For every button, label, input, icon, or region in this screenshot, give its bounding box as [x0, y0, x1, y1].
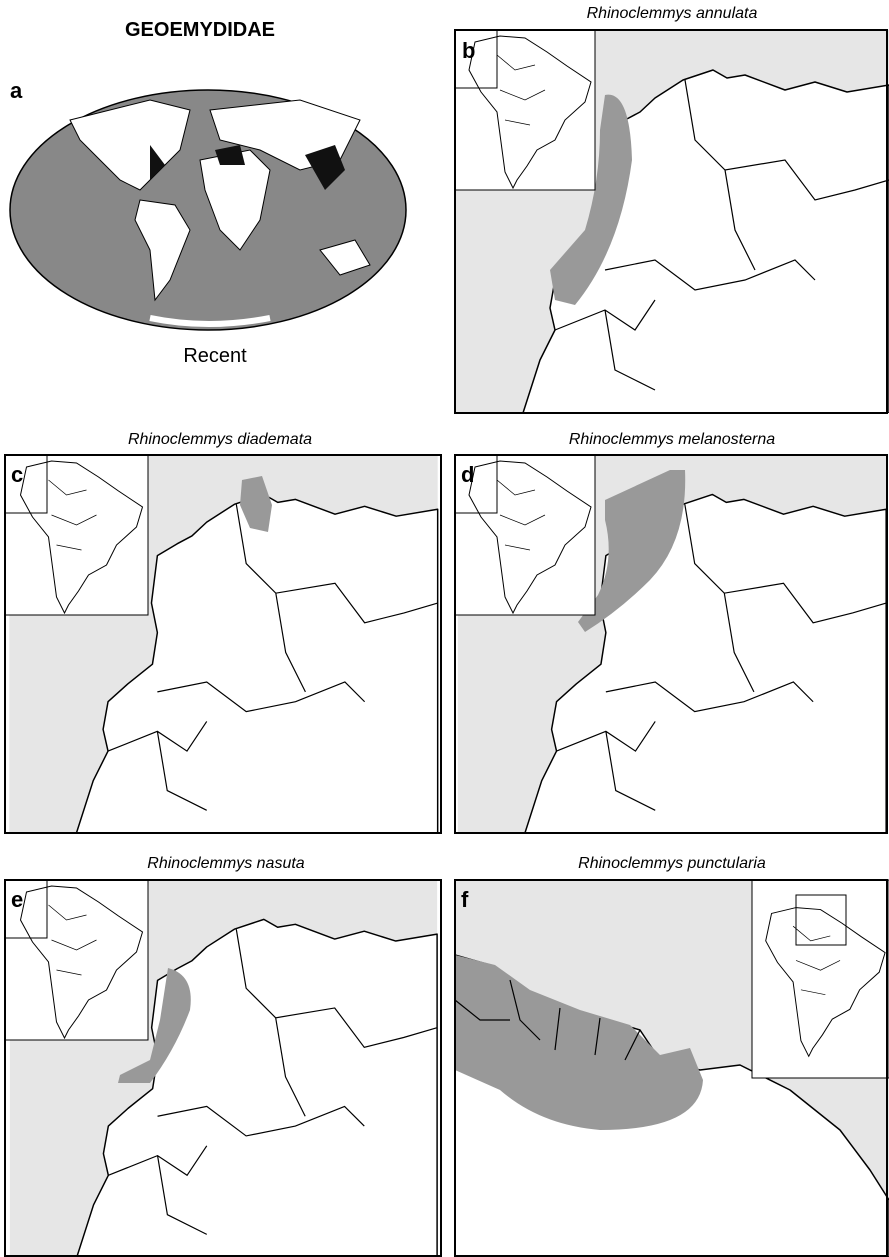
panel-label: a [10, 78, 23, 103]
panel-label: d [461, 462, 474, 487]
panel-title: Rhinoclemmys annulata [587, 5, 758, 22]
map-panel [5, 455, 441, 833]
map-panel [5, 880, 441, 1257]
figure-title: GEOEMYDIDAE [125, 19, 275, 41]
panel-label: b [462, 38, 475, 63]
panel-label: e [11, 887, 23, 912]
map-panel [455, 455, 887, 833]
figure: GEOEMYDIDAE a Recent Rhinoclemmys annula… [0, 0, 889, 1257]
panel-title: Rhinoclemmys punctularia [578, 855, 766, 872]
panel-label: f [461, 887, 469, 912]
map-panel [455, 30, 889, 413]
panel-title: Rhinoclemmys nasuta [147, 855, 305, 872]
panel-label: c [11, 462, 23, 487]
caption: Recent [183, 345, 247, 367]
world-map [10, 90, 406, 330]
panel-title: Rhinoclemmys diademata [128, 431, 312, 448]
map-panel [455, 880, 889, 1257]
panel-title: Rhinoclemmys melanosterna [569, 431, 775, 448]
